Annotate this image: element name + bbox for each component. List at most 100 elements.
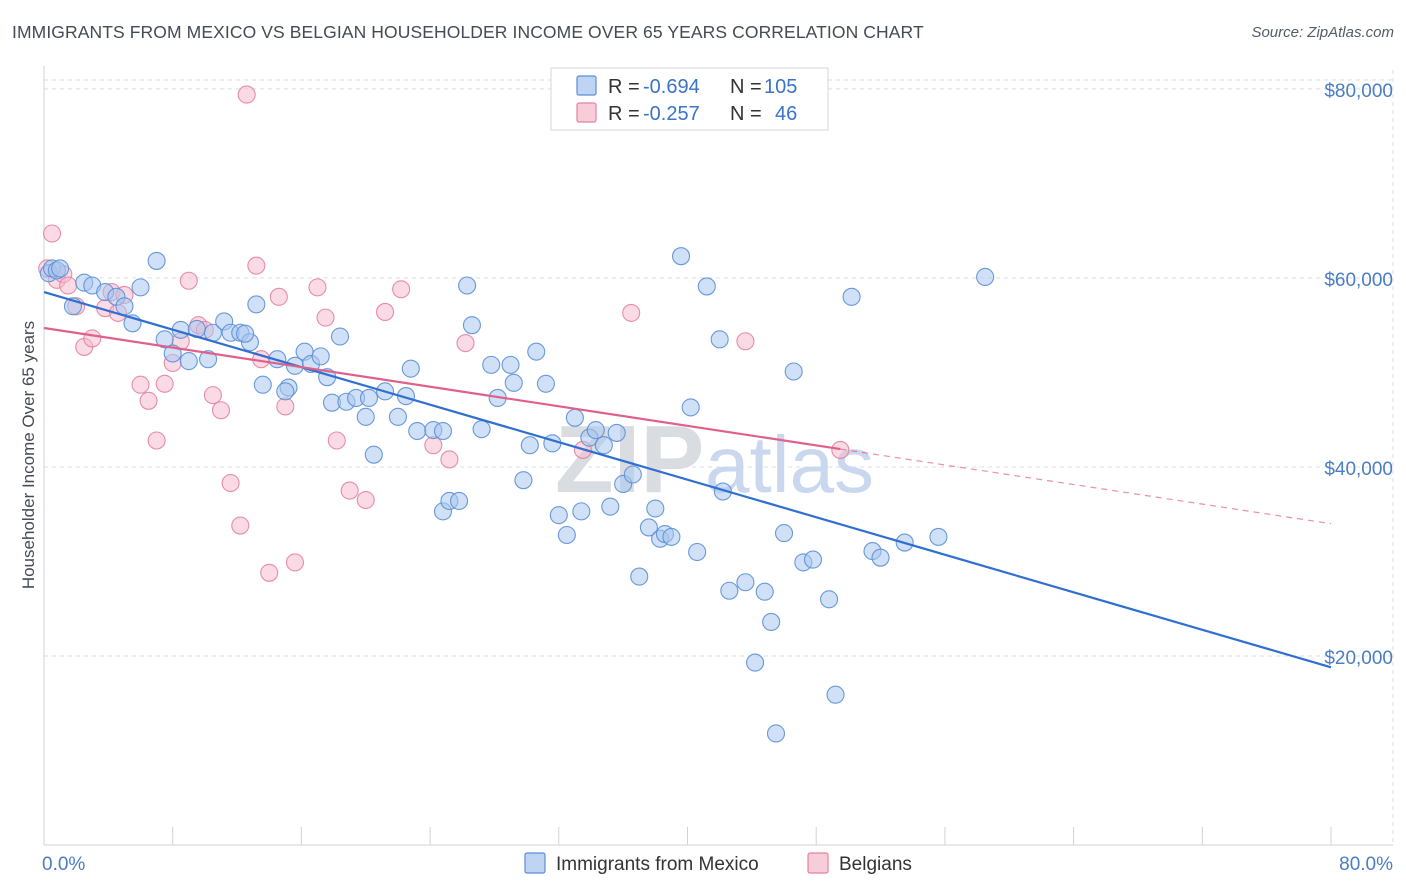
watermark: ZIP atlas [555, 406, 874, 513]
legend-r-value-belgian: -0.257 [643, 103, 700, 125]
point-mexico-11 [131, 278, 150, 297]
point-belgian-15 [155, 374, 174, 393]
point-mexico-82 [736, 573, 755, 592]
legend-r-value-mexico: -0.694 [643, 76, 700, 98]
trend-line-belgian [43, 326, 841, 451]
x-tick-label-max: 80.0% [1339, 854, 1393, 875]
trend-lines [43, 291, 1332, 669]
point-mexico-47 [458, 276, 477, 295]
y-tick-label-80000: $80,000 [1324, 81, 1393, 102]
point-mexico-91 [820, 590, 839, 609]
point-mexico-33 [330, 327, 350, 346]
legend-swatch-mexico [576, 75, 597, 96]
bottom-legend-swatch-mexico [524, 852, 546, 874]
point-mexico-78 [697, 277, 716, 296]
point-mexico-85 [762, 612, 781, 632]
point-mexico-52 [501, 355, 520, 374]
point-belgian-22 [211, 401, 231, 420]
point-mexico-16 [179, 352, 198, 371]
point-belgian-26 [247, 256, 266, 275]
chart-source: Source: ZipAtlas.com [1251, 24, 1394, 41]
legend-swatch-belgian [576, 102, 597, 123]
point-belgian-38 [392, 280, 411, 299]
point-mexico-70 [639, 518, 658, 537]
chart-title: IMMIGRANTS FROM MEXICO VS BELGIAN HOUSEH… [12, 22, 924, 42]
point-mexico-99 [276, 382, 295, 401]
point-mexico-100 [433, 421, 453, 441]
point-belgian-7 [83, 329, 102, 348]
point-belgian-41 [456, 334, 475, 353]
trend-line-belgian-extension [840, 448, 1332, 525]
point-mexico-60 [565, 408, 584, 427]
point-mexico-66 [607, 423, 626, 442]
point-mexico-37 [364, 445, 383, 464]
point-mexico-88 [784, 362, 803, 381]
point-mexico-86 [766, 724, 786, 743]
point-mexico-48 [462, 316, 481, 335]
point-mexico-53 [514, 471, 533, 490]
point-mexico-90 [803, 550, 823, 569]
point-belgian-37 [376, 302, 395, 322]
legend-n-label-mexico: N = [730, 76, 762, 98]
point-mexico-87 [774, 524, 794, 543]
point-mexico-49 [472, 420, 491, 439]
point-mexico-75 [672, 247, 691, 266]
point-mexico-63 [586, 421, 605, 440]
point-belgian-4 [59, 276, 78, 295]
point-belgian-40 [440, 450, 459, 469]
point-belgian-18 [179, 271, 198, 290]
point-mexico-50 [482, 355, 501, 374]
y-axis-label: Householder Income Over 65 years [19, 321, 38, 589]
point-mexico-77 [688, 542, 707, 562]
point-belgian-35 [340, 481, 359, 500]
point-mexico-71 [646, 499, 665, 518]
point-mexico-79 [710, 330, 729, 349]
point-mexico-39 [388, 407, 407, 426]
point-belgian-23 [221, 473, 240, 493]
point-mexico-54 [520, 436, 539, 455]
bottom-legend-swatch-belgian [807, 852, 829, 874]
y-tick-label-40000: $40,000 [1324, 459, 1393, 480]
point-belgian-34 [327, 431, 346, 450]
point-mexico-58 [549, 506, 568, 525]
point-mexico-74 [662, 527, 681, 546]
point-mexico-23 [247, 295, 266, 314]
point-mexico-59 [557, 525, 576, 545]
point-mexico-68 [623, 465, 642, 484]
point-mexico-9 [115, 297, 134, 316]
bottom-legend-label-belgian: Belgians [839, 854, 912, 875]
point-mexico-92 [826, 685, 845, 704]
point-belgian-14 [147, 431, 166, 450]
series-legend: Immigrants from Mexico Belgians [524, 852, 912, 875]
point-belgian-33 [316, 308, 335, 327]
point-mexico-103 [236, 324, 255, 343]
point-mexico-95 [871, 548, 890, 567]
point-mexico-81 [720, 581, 739, 600]
point-mexico-64 [594, 436, 613, 455]
point-mexico-98 [976, 267, 995, 287]
point-mexico-24 [253, 375, 272, 394]
point-mexico-65 [601, 497, 620, 516]
legend-n-label-belgian: N = [730, 103, 762, 125]
point-belgian-1 [42, 224, 62, 243]
point-mexico-13 [155, 330, 174, 349]
point-belgian-43 [622, 303, 641, 322]
y-tick-label-60000: $60,000 [1324, 270, 1393, 291]
point-belgian-30 [276, 397, 295, 416]
point-mexico-97 [929, 527, 948, 546]
axes: $20,000 $40,000 $60,000 $80,000 0.0% 80.0% [42, 66, 1393, 875]
point-mexico-46 [450, 491, 469, 511]
point-mexico-101 [359, 388, 379, 408]
point-mexico-57 [543, 434, 562, 453]
point-mexico-30 [311, 347, 330, 366]
point-mexico-104 [504, 373, 523, 392]
point-mexico-84 [755, 582, 774, 601]
point-mexico-76 [681, 398, 700, 417]
point-belgian-21 [203, 386, 222, 405]
point-belgian-36 [356, 490, 375, 510]
point-belgian-25 [237, 85, 256, 104]
point-mexico-3 [51, 259, 70, 278]
y-tick-label-20000: $20,000 [1324, 648, 1393, 669]
x-tick-label-min: 0.0% [42, 854, 85, 875]
